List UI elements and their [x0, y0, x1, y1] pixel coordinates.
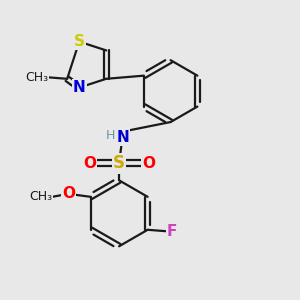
Text: CH₃: CH₃: [25, 71, 48, 84]
Text: O: O: [142, 156, 155, 171]
Text: O: O: [62, 186, 75, 201]
Text: S: S: [113, 154, 125, 172]
Text: F: F: [167, 224, 177, 239]
Text: O: O: [83, 156, 96, 171]
Text: CH₃: CH₃: [29, 190, 52, 203]
Text: H: H: [106, 129, 116, 142]
Text: N: N: [73, 80, 85, 95]
Text: S: S: [74, 34, 85, 49]
Text: N: N: [116, 130, 129, 145]
